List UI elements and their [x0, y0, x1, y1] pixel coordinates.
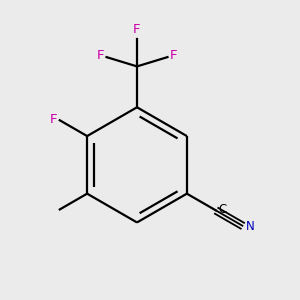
Text: N: N: [246, 220, 255, 233]
Text: F: F: [170, 49, 177, 62]
Text: F: F: [133, 22, 141, 36]
Text: C: C: [218, 203, 226, 216]
Text: F: F: [49, 113, 57, 126]
Text: F: F: [97, 49, 104, 62]
